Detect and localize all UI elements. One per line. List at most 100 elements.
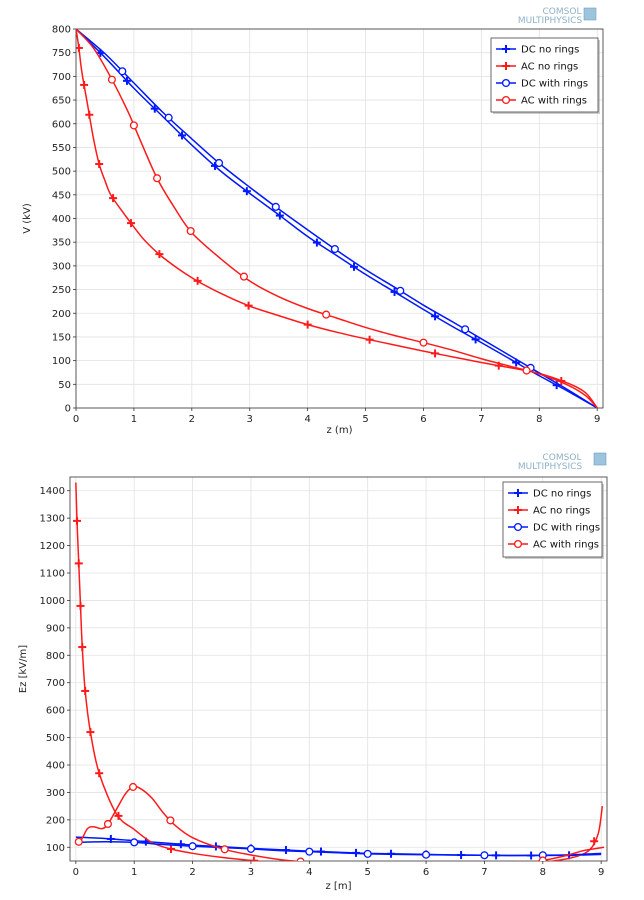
series-plus-1	[73, 482, 604, 870]
brand-cube-icon	[593, 452, 607, 466]
data-point	[431, 312, 440, 321]
branding-bottom: COMSOL MULTIPHYSICS	[518, 452, 607, 472]
y-tick-label: 400	[52, 214, 71, 225]
data-point	[275, 211, 284, 220]
legend-marker	[502, 45, 510, 53]
brand-line2-top: MULTIPHYSICS	[518, 16, 583, 26]
legend-entry: AC no rings	[508, 506, 590, 517]
data-point	[422, 850, 431, 859]
brand-line2-bottom: MULTIPHYSICS	[518, 462, 583, 472]
y-tick-label: 550	[52, 143, 71, 154]
legend-entry: DC with rings	[508, 523, 600, 534]
data-point	[164, 113, 173, 122]
data-point	[155, 250, 164, 259]
data-point	[461, 325, 470, 334]
data-point	[166, 845, 175, 854]
brand-line1-top: COMSOL	[543, 7, 582, 17]
x-tick-label: 0	[73, 414, 79, 425]
data-point	[271, 202, 280, 211]
y-tick-label: 800	[46, 651, 65, 662]
y-tick-label: 100	[52, 356, 71, 367]
data-point	[246, 844, 255, 853]
data-point	[76, 601, 85, 610]
x-axis-label: z [m]	[326, 881, 352, 892]
legend-label: AC no rings	[533, 506, 590, 517]
legend-marker	[501, 78, 511, 88]
y-tick-label: 200	[46, 815, 65, 826]
data-point	[176, 840, 185, 849]
data-point	[431, 349, 440, 358]
legend-entry: DC no rings	[496, 45, 579, 56]
series-line	[76, 29, 598, 408]
data-point	[130, 838, 139, 847]
data-point	[242, 187, 251, 196]
data-point	[118, 67, 127, 76]
legend-marker	[502, 62, 510, 70]
data-point	[95, 769, 104, 778]
legend-label: AC no rings	[521, 62, 578, 73]
y-tick-label: 1400	[40, 486, 65, 497]
x-tick-label: 0	[73, 867, 79, 878]
legend-entry: DC no rings	[508, 489, 591, 500]
data-point	[81, 686, 90, 695]
y-tick-label: 400	[46, 761, 65, 772]
legend-entry: AC no rings	[496, 62, 578, 73]
y-tick-label: 150	[52, 332, 71, 343]
data-point	[129, 121, 138, 130]
x-tick-label: 8	[536, 414, 542, 425]
x-tick-label: 3	[247, 414, 253, 425]
data-point	[244, 301, 253, 310]
data-point	[220, 845, 229, 854]
data-point	[214, 158, 224, 168]
series-line	[75, 841, 602, 857]
legend-entry: AC with rings	[508, 540, 599, 551]
data-point	[590, 837, 599, 846]
x-tick-label: 6	[423, 867, 429, 878]
data-point	[74, 559, 83, 568]
legend-label: DC with rings	[533, 523, 600, 534]
y-tick-label: 700	[46, 678, 65, 689]
data-point	[239, 272, 248, 281]
legend-label: DC no rings	[521, 45, 579, 56]
y-tick-label: 250	[52, 285, 71, 296]
legend-label: DC with rings	[521, 79, 588, 90]
y-tick-label: 350	[52, 238, 71, 249]
y-tick-label: 200	[52, 309, 71, 320]
x-tick-label: 9	[598, 867, 604, 878]
legend-label: AC with rings	[521, 96, 587, 107]
x-tick-label: 2	[189, 414, 195, 425]
data-point	[80, 80, 89, 89]
data-point	[114, 811, 123, 820]
y-tick-label: 700	[52, 72, 71, 83]
y-tick-label: 750	[52, 48, 71, 59]
y-tick-label: 300	[52, 261, 71, 272]
x-tick-label: 7	[481, 867, 487, 878]
data-point	[471, 335, 480, 344]
data-point	[193, 276, 202, 285]
data-point	[349, 262, 358, 271]
data-point	[95, 160, 104, 169]
x-tick-label: 6	[420, 414, 426, 425]
data-point	[86, 728, 95, 737]
y-tick-label: 100	[46, 843, 65, 854]
legend-marker	[514, 489, 522, 497]
y-tick-label: 900	[46, 623, 65, 634]
data-point	[296, 857, 305, 861]
x-tick-label: 8	[540, 867, 546, 878]
series-circle-3	[76, 29, 598, 408]
y-tick-label: 450	[52, 190, 71, 201]
data-point	[330, 244, 339, 254]
chart-voltage: 0 1 2 3 4 5 6 7 8 9 0 50 100 150 200 250 300 350 400 450 500…	[22, 25, 604, 436]
data-point	[188, 842, 197, 851]
data-point	[249, 856, 258, 861]
data-point	[480, 851, 489, 860]
data-point	[128, 782, 138, 791]
data-point	[538, 856, 547, 861]
data-point	[521, 860, 524, 861]
data-point	[343, 862, 351, 870]
data-point	[305, 847, 314, 856]
y-tick-label: 800	[52, 25, 71, 36]
series-line	[76, 29, 598, 408]
data-point	[365, 335, 374, 344]
